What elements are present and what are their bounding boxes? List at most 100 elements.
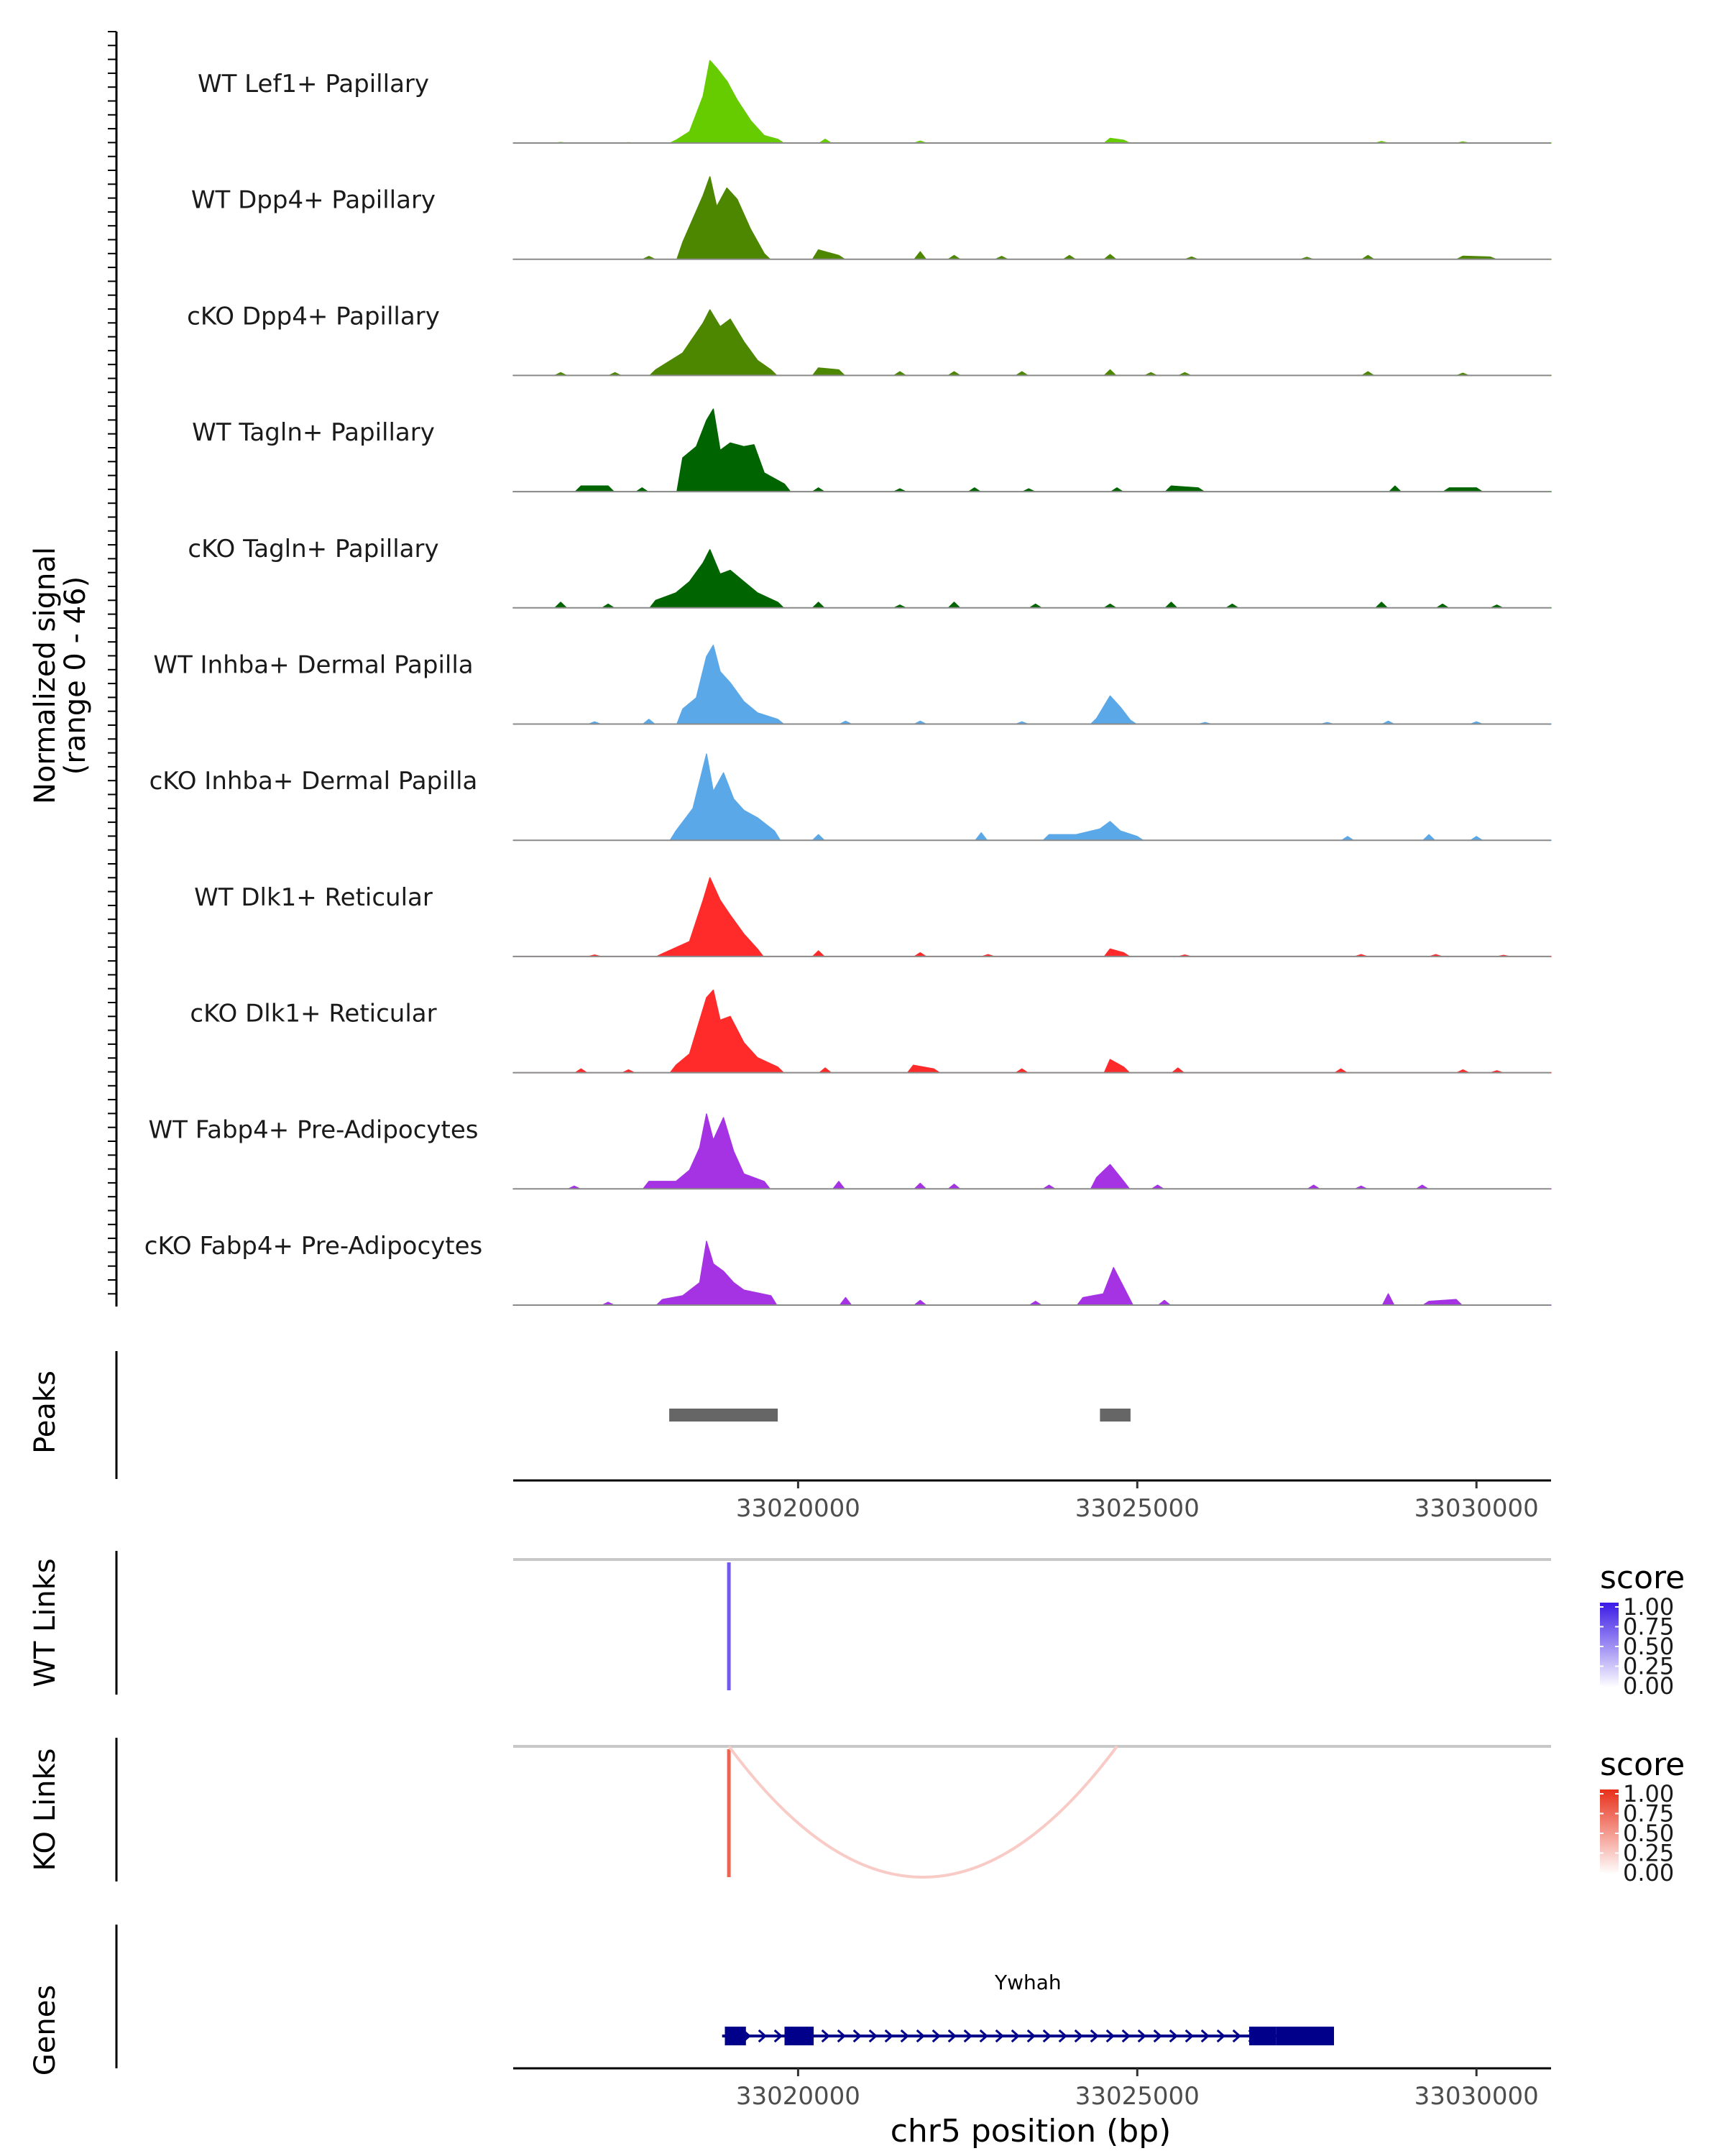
coverage-track: WT Lef1+ Papillary (198, 60, 1552, 144)
links-track-label: KO Links (29, 1749, 62, 1871)
coverage-area (512, 176, 1552, 260)
peak-region (669, 1409, 778, 1422)
strand-arrow (1137, 2029, 1146, 2043)
genes-panel: Genes Ywhah (29, 1925, 1334, 2076)
coverage-area (512, 549, 1552, 609)
legend-tick-label: 0.50 (1623, 1633, 1674, 1660)
coverage-area (512, 1113, 1552, 1190)
coverage-area (512, 753, 1552, 841)
coverage-area (512, 645, 1552, 725)
coverage-track: cKO Fabp4+ Pre-Adipocytes (144, 1232, 1552, 1306)
coverage-track: WT Inhba+ Dermal Papilla (153, 645, 1552, 725)
track-label: WT Lef1+ Papillary (198, 70, 429, 98)
strand-arrow (837, 2029, 846, 2043)
legend-tick-label: 0.00 (1623, 1859, 1674, 1886)
strand-arrow (1216, 2029, 1225, 2043)
coverage-y-axis-range-label: (range 0 - 46) (59, 576, 92, 775)
track-label: cKO Fabp4+ Pre-Adipocytes (144, 1232, 483, 1261)
coverage-track: WT Dlk1+ Reticular (194, 877, 1552, 957)
gene-exon (1249, 2027, 1276, 2045)
track-label: WT Dpp4+ Papillary (191, 186, 436, 215)
track-label: WT Fabp4+ Pre-Adipocytes (149, 1115, 479, 1144)
legend-tick-label: 0.00 (1623, 1672, 1674, 1700)
gene-exon (1276, 2027, 1334, 2045)
legend-tick-label: 0.75 (1623, 1800, 1674, 1828)
gene-exon (724, 2027, 746, 2045)
track-label: WT Inhba+ Dermal Papilla (153, 651, 473, 680)
strand-arrow (884, 2029, 893, 2043)
legend-tick-label: 1.00 (1623, 1780, 1674, 1807)
strand-arrow (1011, 2029, 1020, 2043)
coverage-track: WT Tagln+ Papillary (192, 408, 1552, 493)
legend-title: score (1600, 1560, 1685, 1596)
strand-arrow (868, 2029, 878, 2043)
coverage-track: cKO Tagln+ Papillary (188, 535, 1552, 609)
coverage-track: cKO Dlk1+ Reticular (190, 990, 1552, 1074)
peaks-track-label: Peaks (29, 1370, 62, 1454)
strand-arrow (821, 2029, 830, 2043)
strand-arrow (1200, 2029, 1210, 2043)
x-tick-label: 33025000 (1075, 2082, 1200, 2111)
legend-tick-label: 0.25 (1623, 1840, 1674, 1867)
coverage-area (512, 408, 1552, 492)
strand-arrow (1042, 2029, 1052, 2043)
coverage-area (512, 60, 1552, 144)
x-axis-bottom: 33020000 33025000 33030000 (513, 2067, 1551, 2111)
strand-arrow (1105, 2029, 1115, 2043)
legend-colorbar (1600, 1603, 1619, 1687)
genes-track-label: Genes (29, 1985, 62, 2076)
x-tick-label: 33030000 (1414, 1494, 1539, 1523)
strand-arrow (1169, 2029, 1178, 2043)
strand-arrow (932, 2029, 941, 2043)
track-label: cKO Tagln+ Papillary (188, 535, 438, 563)
coverage-track: WT Dpp4+ Papillary (191, 176, 1552, 260)
gene-model: Ywhah (722, 1971, 1334, 2045)
strand-arrow (1074, 2029, 1083, 2043)
links-track-label: WT Links (29, 1558, 62, 1687)
strand-arrow (1058, 2029, 1067, 2043)
x-tick-label: 33020000 (736, 2082, 860, 2111)
peak-region (1100, 1409, 1131, 1422)
x-tick-label: 33025000 (1075, 1494, 1200, 1523)
legend-tick-label: 0.25 (1623, 1653, 1674, 1680)
coverage-area (512, 1240, 1552, 1306)
coverage-track: cKO Dpp4+ Papillary (187, 302, 1552, 377)
coverage-area (512, 877, 1552, 957)
strand-arrow (963, 2029, 972, 2043)
strand-arrow (1184, 2029, 1194, 2043)
coverage-panel: Normalized signal (range 0 - 46) WT Lef1… (29, 31, 1552, 1307)
track-label: WT Dlk1+ Reticular (194, 883, 433, 912)
legend-colorbar (1600, 1789, 1619, 1874)
strand-arrow (947, 2029, 957, 2043)
track-label: cKO Dlk1+ Reticular (190, 1000, 436, 1028)
legend-tick-label: 1.00 (1623, 1593, 1674, 1621)
link-arc (727, 1745, 1118, 1879)
coverage-tracks: WT Lef1+ Papillary WT Dpp4+ Papillary cKO … (108, 31, 1552, 1307)
strand-arrow (979, 2029, 988, 2043)
gene-exon (784, 2027, 814, 2045)
coverage-y-axis-label: Normalized signal (29, 547, 62, 804)
legend-title: score (1600, 1746, 1685, 1783)
x-axis-top: 33020000 33025000 33030000 (513, 1479, 1551, 1523)
strand-arrow (1026, 2029, 1036, 2043)
track-label: WT Tagln+ Papillary (192, 418, 435, 447)
strand-arrow (852, 2029, 862, 2043)
peaks-panel: Peaks (29, 1351, 1131, 1479)
strand-arrow (1153, 2029, 1162, 2043)
strand-arrow (1121, 2029, 1131, 2043)
coverage-area (512, 309, 1552, 377)
coverage-track: WT Fabp4+ Pre-Adipocytes (149, 1113, 1552, 1190)
strand-arrow (758, 2029, 767, 2043)
x-tick-label: 33030000 (1414, 2082, 1539, 2111)
strand-arrow (900, 2029, 909, 2043)
strand-arrow (916, 2029, 925, 2043)
track-label: cKO Inhba+ Dermal Papilla (150, 767, 478, 796)
coverage-track: cKO Inhba+ Dermal Papilla (150, 753, 1552, 842)
legend-tick-label: 0.50 (1623, 1820, 1674, 1847)
strand-arrow (1232, 2029, 1241, 2043)
coverage-area (512, 990, 1552, 1074)
strand-arrow (995, 2029, 1004, 2043)
